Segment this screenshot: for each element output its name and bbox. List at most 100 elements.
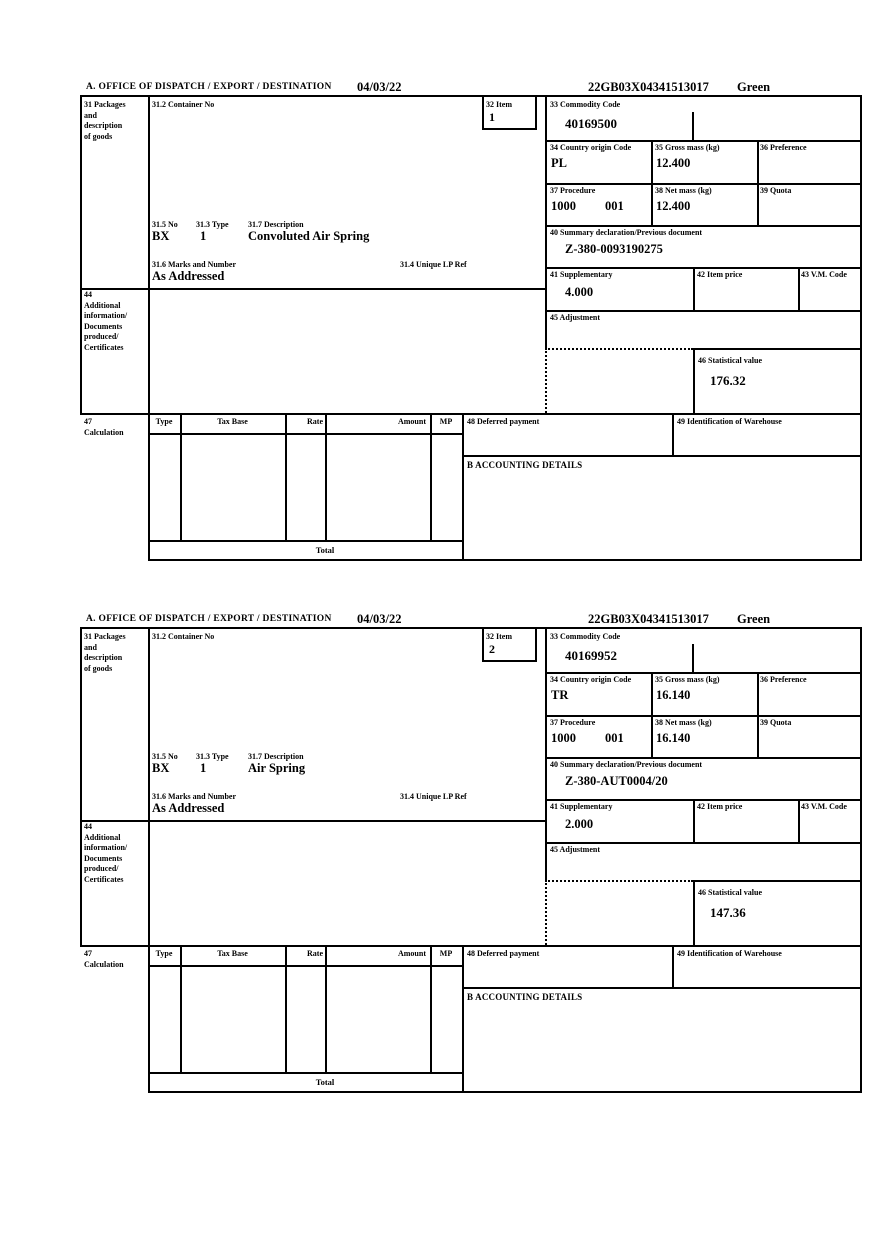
grid-line <box>693 880 695 945</box>
box31-6-marks-label: 31.6 Marks and Number <box>152 792 237 801</box>
col-mp-header: MP <box>439 417 453 426</box>
box37-procedure-label: 37 Procedure <box>550 186 596 195</box>
grid-line <box>285 945 287 1074</box>
grid-line <box>860 95 862 561</box>
box31-packages-label: 31 Packages and description of goods <box>84 632 126 673</box>
grid-line <box>545 627 547 882</box>
grid-line <box>482 95 484 130</box>
package-code-value: BX <box>152 229 170 243</box>
grid-line <box>693 348 862 350</box>
box41-supplementary-label: 41 Supplementary <box>550 802 613 811</box>
goods-description-value: Convoluted Air Spring <box>248 229 370 243</box>
grid-line <box>180 413 182 542</box>
dispatch-date: 04/03/22 <box>357 80 402 94</box>
total-label: Total <box>315 545 335 555</box>
grid-line <box>430 945 432 1074</box>
grid-line <box>545 267 862 269</box>
grid-line <box>545 672 862 674</box>
grid-line <box>545 715 862 717</box>
grid-line <box>693 267 695 312</box>
supplementary-value: 2.000 <box>565 817 594 831</box>
procedure-value: 1000 <box>551 731 576 745</box>
grid-line <box>651 140 653 227</box>
grid-line <box>148 540 464 542</box>
box31-7-description-label: 31.7 Description <box>248 752 304 761</box>
package-type-value: 1 <box>200 761 207 775</box>
grid-line <box>462 987 862 989</box>
country-origin-value: PL <box>551 156 567 170</box>
grid-line <box>482 660 537 662</box>
grid-line <box>860 627 862 1093</box>
box31-6-marks-label: 31.6 Marks and Number <box>152 260 237 269</box>
grid-line <box>325 945 327 1074</box>
grid-line <box>462 455 862 457</box>
grid-line <box>545 310 862 312</box>
package-type-value: 1 <box>200 229 207 243</box>
col-rate-header: Rate <box>307 949 323 958</box>
gross-mass-value: 16.140 <box>656 688 691 702</box>
box34-origin-label: 34 Country origin Code <box>550 143 632 152</box>
grid-line <box>80 95 862 97</box>
summary-declaration-value: Z-380-AUT0004/20 <box>565 774 668 788</box>
total-label: Total <box>315 1077 335 1087</box>
accounting-details-label: B ACCOUNTING DETAILS <box>467 992 583 1002</box>
grid-line <box>430 413 432 542</box>
col-tax-base-header: Tax Base <box>217 417 248 426</box>
dotted-line <box>545 880 547 945</box>
box31-2-container-label: 31.2 Container No <box>152 632 215 641</box>
grid-line <box>692 112 694 140</box>
declaration-item-block-2: A. OFFICE OF DISPATCH / EXPORT / DESTINA… <box>80 612 862 1094</box>
box44-additional-label: 44 Additional information/ Documents pro… <box>84 822 128 884</box>
box39-quota-label: 39 Quota <box>760 718 792 727</box>
grid-line <box>545 799 862 801</box>
declaration-item-block-1: A. OFFICE OF DISPATCH / EXPORT / DESTINA… <box>80 80 862 562</box>
office-of-dispatch-header: A. OFFICE OF DISPATCH / EXPORT / DESTINA… <box>86 614 332 624</box>
routing-status: Green <box>737 612 771 626</box>
net-mass-value: 12.400 <box>656 199 691 213</box>
box31-5-no-label: 31.5 No <box>152 752 178 761</box>
col-amount-header: Amount <box>397 417 426 426</box>
col-tax-base-header: Tax Base <box>217 949 248 958</box>
marks-and-number-value: As Addressed <box>152 269 225 283</box>
grid-line <box>148 965 464 967</box>
grid-line <box>80 95 82 415</box>
box49-warehouse-label: 49 Identification of Warehouse <box>677 949 782 958</box>
box48-deferred-label: 48 Deferred payment <box>467 417 540 426</box>
grid-line <box>672 413 674 457</box>
grid-line <box>148 433 464 435</box>
grid-line <box>482 128 537 130</box>
grid-line <box>672 945 674 989</box>
country-origin-value: TR <box>551 688 569 702</box>
grid-line <box>757 140 759 227</box>
procedure-code-value: 001 <box>605 199 624 213</box>
box35-gross-mass-label: 35 Gross mass (kg) <box>655 675 720 684</box>
dotted-line <box>545 348 547 413</box>
box33-commodity-label: 33 Commodity Code <box>550 632 621 641</box>
goods-description-value: Air Spring <box>248 761 306 775</box>
grid-line <box>651 672 653 759</box>
dispatch-date: 04/03/22 <box>357 612 402 626</box>
box45-adjustment-label: 45 Adjustment <box>550 845 601 854</box>
grid-line <box>325 413 327 542</box>
statistical-value: 147.36 <box>710 905 746 920</box>
grid-line <box>798 799 800 844</box>
dotted-line <box>545 880 693 882</box>
item-number-value: 1 <box>489 110 495 124</box>
grid-line <box>285 413 287 542</box>
grid-line <box>148 559 862 561</box>
box31-3-type-label: 31.3 Type <box>196 752 229 761</box>
box40-summary-label: 40 Summary declaration/Previous document <box>550 760 703 769</box>
box31-3-type-label: 31.3 Type <box>196 220 229 229</box>
statistical-value: 176.32 <box>710 373 746 388</box>
grid-line <box>693 348 695 413</box>
grid-line <box>545 183 862 185</box>
gross-mass-value: 12.400 <box>656 156 691 170</box>
box36-preference-label: 36 Preference <box>760 675 807 684</box>
box47-calculation-label: 47 Calculation <box>84 417 124 437</box>
grid-line <box>545 842 862 844</box>
net-mass-value: 16.140 <box>656 731 691 745</box>
box47-calculation-label: 47 Calculation <box>84 949 124 969</box>
box46-statistical-label: 46 Statistical value <box>698 356 762 365</box>
grid-line <box>180 945 182 1074</box>
grid-line <box>462 413 464 561</box>
